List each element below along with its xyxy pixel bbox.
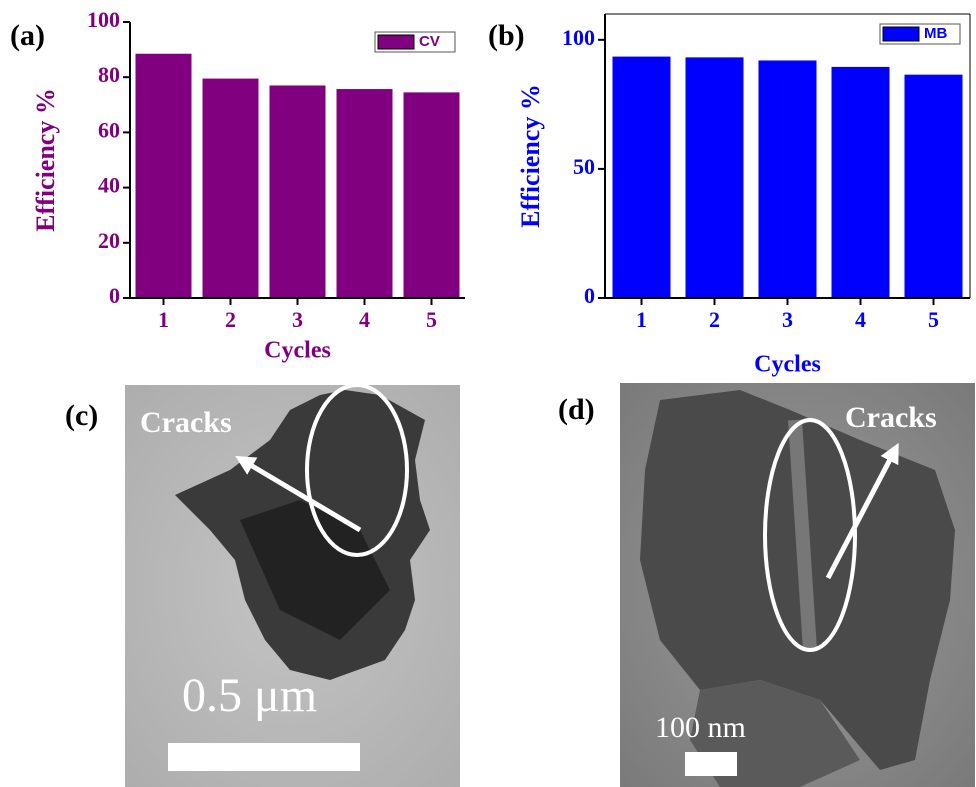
x-tick-label: 4 xyxy=(359,307,370,332)
bar xyxy=(759,60,817,298)
legend-swatch xyxy=(883,27,919,41)
legend-label: CV xyxy=(419,33,440,50)
x-tick-label: 1 xyxy=(158,307,169,332)
x-tick-label: 4 xyxy=(855,307,866,332)
x-axis-label: Cycles xyxy=(264,338,331,364)
y-tick-label: 60 xyxy=(98,117,120,142)
y-axis-label: Efficiency % xyxy=(31,88,60,232)
bar xyxy=(613,57,671,298)
bar xyxy=(832,67,890,298)
y-tick-label: 0 xyxy=(109,283,120,308)
bar xyxy=(686,57,744,298)
bar xyxy=(270,85,326,298)
x-tick-label: 3 xyxy=(782,307,793,332)
panel-label: (c) xyxy=(65,399,98,432)
annotation: Cracks xyxy=(140,406,232,439)
y-tick-label: 80 xyxy=(98,62,120,87)
tem-image-c: Cracks 0.5 μm (c) xyxy=(65,385,460,787)
y-tick-label: 20 xyxy=(98,228,120,253)
y-tick-label: 100 xyxy=(562,25,595,50)
x-tick-label: 5 xyxy=(928,307,939,332)
panel-label: (d) xyxy=(558,393,595,426)
figure: Cracks 0.5 μm (c) Cracks 100 nm (d) (a) E… xyxy=(0,0,976,787)
y-tick-label: 100 xyxy=(87,7,120,32)
bar xyxy=(337,89,393,298)
legend-label: MB xyxy=(924,25,947,42)
annotation: Cracks xyxy=(845,401,937,434)
x-tick-label: 3 xyxy=(292,307,303,332)
panel-label: (b) xyxy=(488,19,525,52)
x-tick-label: 2 xyxy=(709,307,720,332)
bar xyxy=(203,79,259,298)
scale-bar-label: 100 nm xyxy=(655,711,746,744)
bar xyxy=(905,75,963,298)
x-axis-label: Cycles xyxy=(754,352,821,378)
tem-image-d: Cracks 100 nm (d) xyxy=(558,383,975,787)
x-tick-label: 1 xyxy=(636,307,647,332)
x-tick-label: 2 xyxy=(225,307,236,332)
y-tick-label: 0 xyxy=(584,283,595,308)
panel-label: (a) xyxy=(10,19,45,52)
x-tick-label: 5 xyxy=(426,307,437,332)
y-tick-label: 50 xyxy=(573,154,595,179)
legend-swatch xyxy=(378,35,414,49)
bar xyxy=(136,54,192,298)
y-axis-label: Efficiency % xyxy=(516,84,545,228)
page: Cracks 0.5 μm (c) Cracks 100 nm (d) (a) E… xyxy=(0,0,976,787)
y-tick-label: 40 xyxy=(98,173,120,198)
bar xyxy=(404,92,460,298)
scale-bar-label: 0.5 μm xyxy=(182,669,317,722)
